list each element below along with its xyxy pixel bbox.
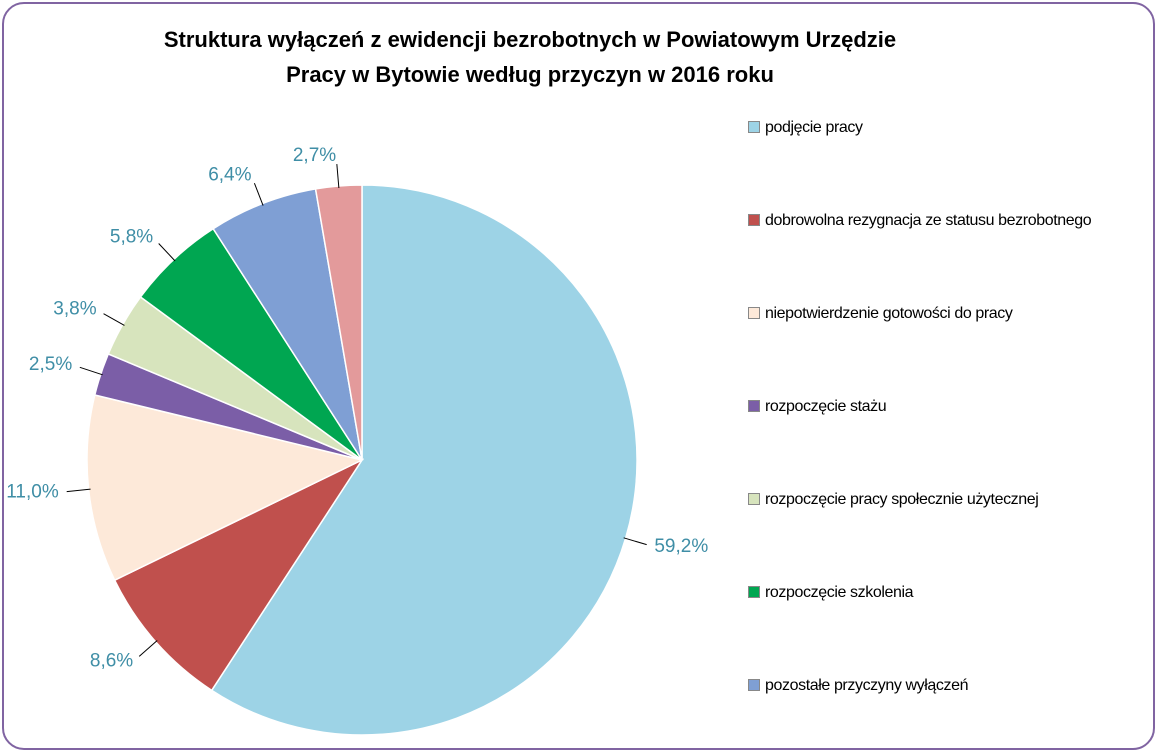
- data-label: 11,0%: [6, 482, 59, 503]
- legend-label: rozpoczęcie szkolenia: [765, 584, 914, 601]
- legend-swatch: [748, 586, 760, 598]
- chart-title: Struktura wyłączeń z ewidencji bezrobotn…: [163, 27, 897, 87]
- legend-swatch: [748, 679, 760, 691]
- data-label: 6,4%: [208, 165, 251, 186]
- data-label: 59,2%: [654, 536, 708, 557]
- legend-label: niepotwierdzenie gotowości do pracy: [765, 305, 1013, 322]
- leader-line: [158, 243, 176, 262]
- legend-item: rozpoczęcie stażu: [748, 393, 1095, 420]
- legend-item: niepotwierdzenie gotowości do pracy: [748, 300, 1095, 327]
- leader-line: [138, 640, 158, 657]
- legend-label: podjęcie pracy: [765, 119, 863, 136]
- legend-label: rozpoczęcie stażu: [765, 398, 887, 415]
- data-label: 8,6%: [90, 651, 133, 672]
- data-label: 3,8%: [53, 299, 96, 320]
- legend-swatch: [748, 214, 760, 226]
- leader-line: [66, 488, 91, 493]
- legend-label: rozpoczęcie pracy społecznie użytecznej: [765, 491, 1039, 508]
- legend-item: pozostałe przyczyny wyłączeń: [748, 672, 1095, 699]
- leader-line: [79, 366, 103, 376]
- legend-item: dobrowolna rezygnacja ze statusu bezrobo…: [748, 207, 1095, 234]
- legend-swatch: [748, 493, 760, 505]
- leader-line: [103, 313, 125, 326]
- legend-swatch: [748, 307, 760, 319]
- legend-swatch: [748, 400, 760, 412]
- legend-item: podjęcie pracy: [748, 114, 1095, 141]
- data-label: 2,7%: [293, 145, 336, 166]
- legend-swatch: [748, 121, 760, 133]
- leader-line: [336, 164, 340, 189]
- legend-label: dobrowolna rezygnacja ze statusu bezrobo…: [765, 212, 1092, 229]
- leader-line: [623, 537, 647, 546]
- data-label: 2,5%: [29, 354, 72, 375]
- legend-item: rozpoczęcie pracy społecznie użytecznej: [748, 486, 1095, 513]
- legend-item: rozpoczęcie szkolenia: [748, 579, 1095, 606]
- leader-line: [253, 182, 264, 206]
- data-label: 5,8%: [110, 227, 153, 248]
- legend-label: pozostałe przyczyny wyłączeń: [765, 677, 969, 694]
